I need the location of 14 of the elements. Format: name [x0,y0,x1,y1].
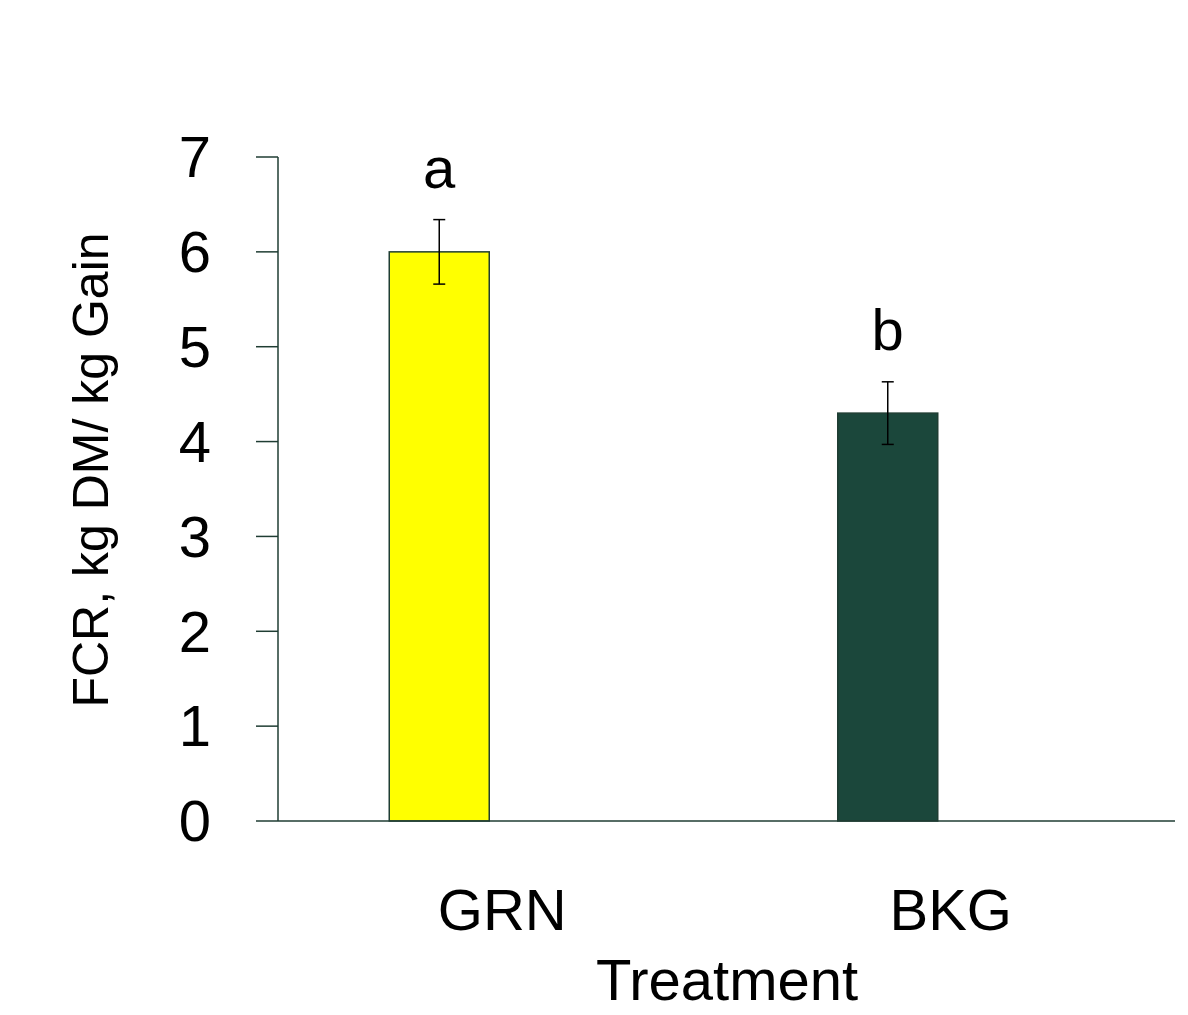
y-axis-title: FCR, kg DM/ kg Gain [63,232,119,708]
annotation: a [423,134,457,200]
y-tick-label: 6 [178,219,212,285]
x-axis-title: Treatment [595,947,859,1012]
y-tick-label: 7 [178,124,212,190]
y-tick-label: 2 [178,598,212,664]
y-tick-label: 0 [178,788,212,854]
y-tick-label: 3 [178,503,212,569]
y-tick-label: 5 [178,314,212,380]
annotation: b [871,296,904,362]
y-tick-label: 1 [178,693,212,759]
x-tick-label: BKG [889,877,1012,942]
y-tick-label: 4 [178,408,212,474]
x-tick-label: GRN [437,877,567,942]
